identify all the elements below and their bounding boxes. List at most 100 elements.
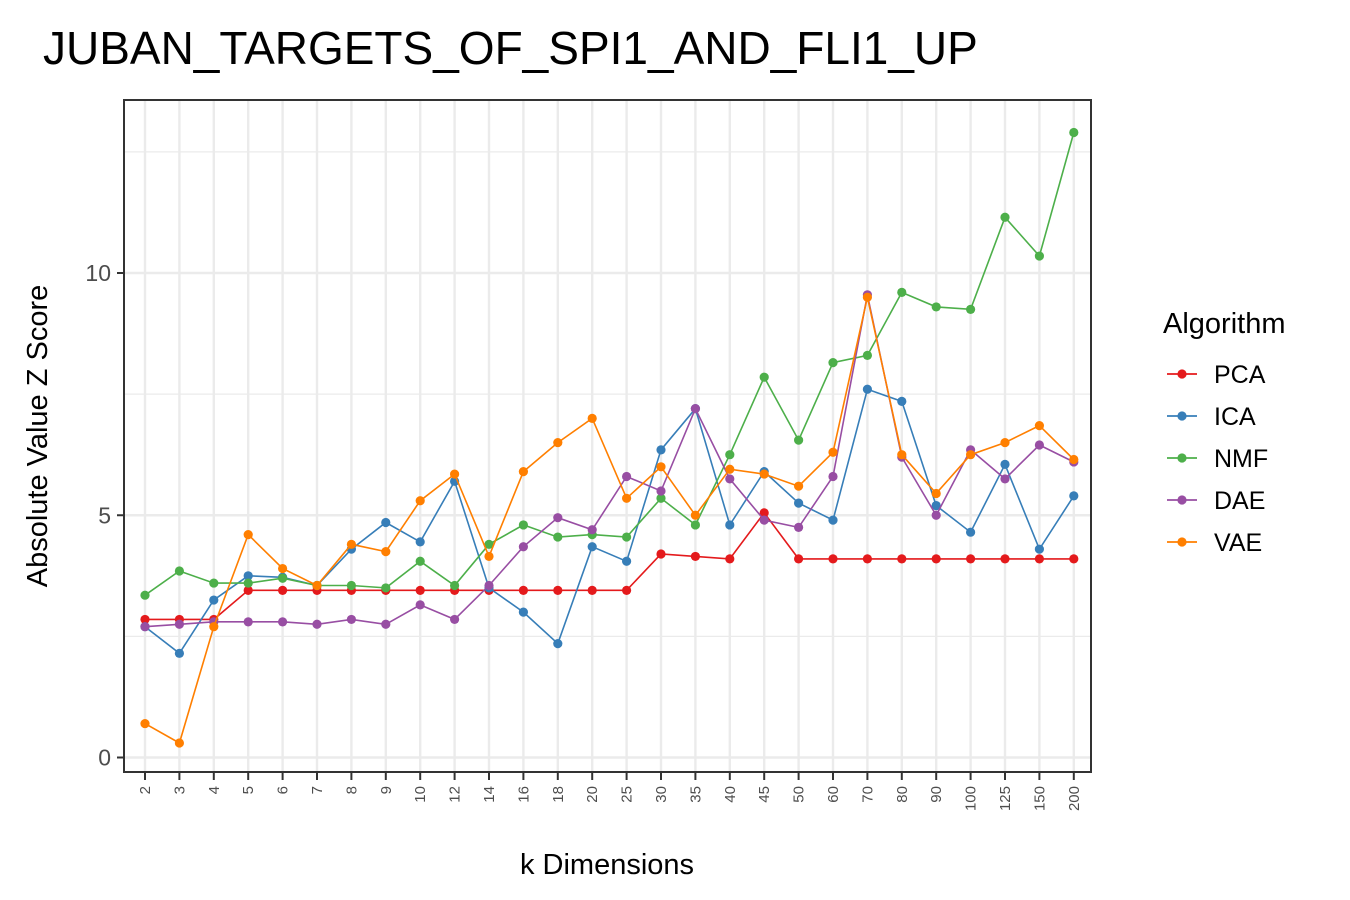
data-point-dae <box>1034 440 1044 450</box>
legend-key-point <box>1177 537 1187 547</box>
data-point-pca <box>553 585 563 595</box>
data-point-nmf <box>209 578 219 588</box>
x-tick-label: 60 <box>825 786 842 803</box>
series-line-pca <box>145 511 1074 621</box>
x-tick-label: 8 <box>343 786 360 794</box>
data-point-ica <box>862 384 873 394</box>
x-tick-label: 6 <box>275 786 292 794</box>
legend-item-dae: DAE <box>1167 487 1265 515</box>
data-point-dae <box>450 614 460 625</box>
x-tick-label: 100 <box>963 786 980 811</box>
x-tick-label: 3 <box>171 786 188 794</box>
legend-label: NMF <box>1214 445 1268 473</box>
data-point-pca <box>518 585 529 595</box>
data-point-vae <box>759 469 769 479</box>
data-point-nmf <box>1000 212 1010 222</box>
data-point-pca <box>966 554 976 564</box>
data-point-pca <box>656 549 666 559</box>
data-point-ica <box>622 556 632 566</box>
data-point-pca <box>897 554 907 564</box>
x-tick-label: 16 <box>515 786 532 803</box>
x-tick-label: 7 <box>309 786 326 794</box>
data-point-ica <box>897 396 907 406</box>
data-point-nmf <box>794 435 804 445</box>
data-point-nmf <box>278 573 288 583</box>
data-point-pca <box>1069 554 1079 564</box>
y-tick-label: 5 <box>98 502 111 528</box>
data-point-nmf <box>450 580 460 591</box>
data-point-vae <box>243 530 253 540</box>
data-point-dae <box>759 515 769 525</box>
data-point-ica <box>725 520 735 530</box>
plot-panel-border <box>123 99 1092 773</box>
data-point-ica <box>415 537 425 547</box>
legend-key-point <box>1177 411 1187 421</box>
x-tick-label: 125 <box>997 786 1014 811</box>
data-point-vae <box>828 447 838 457</box>
legend-key-point <box>1177 453 1187 463</box>
data-point-pca <box>243 585 253 595</box>
data-point-vae <box>381 546 391 557</box>
data-point-ica <box>966 527 976 537</box>
data-point-dae <box>656 486 666 496</box>
data-point-pca <box>1034 554 1044 564</box>
legend-item-nmf: NMF <box>1167 445 1268 473</box>
x-tick-label: 35 <box>687 786 704 803</box>
series-line-vae <box>144 297 1075 745</box>
data-point-vae <box>174 738 184 748</box>
data-point-vae <box>1000 437 1010 448</box>
data-point-pca <box>931 554 941 564</box>
data-point-dae <box>484 580 494 591</box>
data-point-dae <box>622 471 632 482</box>
data-point-pca <box>828 554 838 564</box>
data-point-vae <box>1034 421 1044 431</box>
x-tick-label: 80 <box>894 786 911 803</box>
legend-label: PCA <box>1214 361 1266 389</box>
data-point-dae <box>381 619 391 629</box>
data-point-vae <box>794 481 804 491</box>
data-point-pca <box>278 585 288 595</box>
data-point-ica <box>1034 544 1044 554</box>
data-point-pca <box>587 585 597 595</box>
data-point-vae <box>209 622 219 632</box>
data-point-nmf <box>1069 127 1079 138</box>
data-point-nmf <box>174 566 184 576</box>
data-point-pca <box>1000 554 1010 564</box>
data-point-nmf <box>862 350 873 360</box>
legend-item-ica: ICA <box>1167 403 1256 431</box>
data-point-vae <box>278 563 288 574</box>
data-point-dae <box>518 542 529 552</box>
data-point-nmf <box>759 372 769 382</box>
data-point-dae <box>553 513 563 523</box>
series-line-ica <box>144 388 1075 655</box>
x-tick-label: 20 <box>584 786 601 803</box>
series-line-dae <box>144 294 1075 628</box>
legend-key-point <box>1177 495 1187 505</box>
data-point-dae <box>828 471 838 482</box>
data-point-vae <box>518 467 529 477</box>
data-point-nmf <box>346 580 356 591</box>
data-point-dae <box>1000 474 1010 484</box>
x-tick-label: 12 <box>447 786 464 803</box>
y-axis-title: Absolute Value Z Score <box>22 285 54 588</box>
x-tick-label: 18 <box>550 786 567 803</box>
data-point-ica <box>209 595 219 605</box>
grid-lines <box>124 100 1091 772</box>
data-point-pca <box>622 585 632 595</box>
data-point-ica <box>1000 459 1010 469</box>
x-tick-label: 70 <box>859 786 876 803</box>
legend-label: VAE <box>1214 529 1262 557</box>
data-point-ica <box>243 571 253 581</box>
x-tick-label: 45 <box>756 786 773 803</box>
data-point-ica <box>828 515 838 525</box>
data-point-nmf <box>1034 251 1044 261</box>
data-point-dae <box>931 510 941 520</box>
data-point-pca <box>794 554 804 564</box>
data-point-vae <box>553 437 563 448</box>
data-point-dae <box>243 617 253 627</box>
data-point-dae <box>278 617 288 627</box>
x-tick-label: 25 <box>619 786 636 803</box>
x-tick-label: 30 <box>653 786 670 803</box>
